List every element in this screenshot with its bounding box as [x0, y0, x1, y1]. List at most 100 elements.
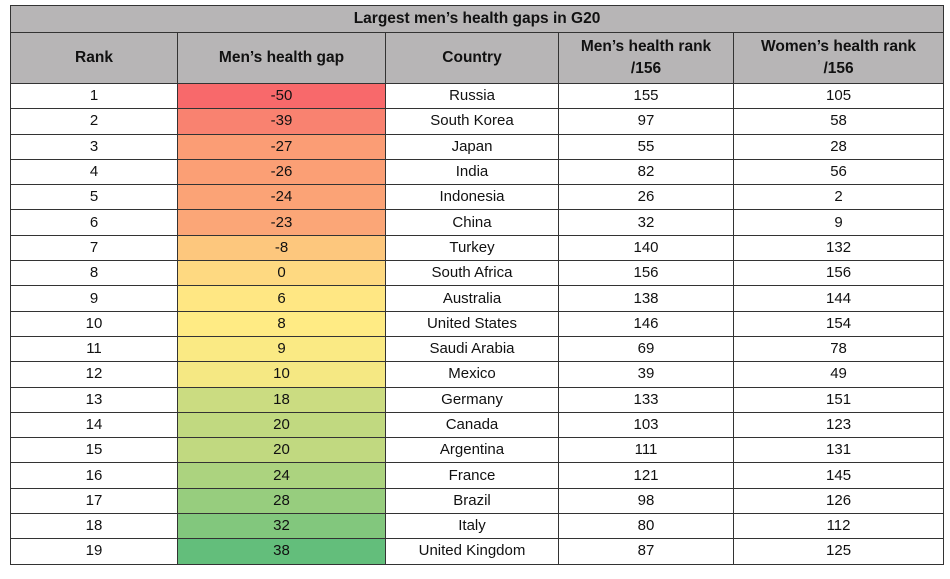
cell-rank: 12 — [10, 361, 178, 388]
cell-women-rank: 123 — [732, 411, 945, 439]
cell-country: Saudi Arabia — [385, 335, 559, 363]
table-row: 13 18 Germany 133 151 — [10, 386, 945, 413]
cell-women-rank: 126 — [732, 487, 945, 515]
cell-women-rank: 49 — [732, 361, 945, 388]
cell-men-rank: 146 — [558, 310, 734, 337]
cell-country: Mexico — [385, 361, 559, 388]
cell-men-rank: 140 — [558, 234, 734, 262]
cell-country: South Korea — [385, 108, 559, 135]
cell-rank: 17 — [10, 487, 178, 515]
cell-men-rank: 69 — [558, 335, 734, 363]
header-gap: Men’s health gap — [177, 32, 386, 84]
cell-country: South Africa — [385, 260, 559, 287]
cell-men-rank: 103 — [558, 411, 734, 439]
cell-men-rank: 82 — [558, 158, 734, 186]
cell-men-rank: 80 — [558, 513, 734, 540]
cell-men-rank: 133 — [558, 386, 734, 413]
table-row: 9 6 Australia 138 144 — [10, 285, 945, 312]
cell-women-rank: 144 — [732, 285, 945, 312]
cell-gap: 20 — [177, 437, 386, 464]
table-row: 6 -23 China 32 9 — [10, 209, 945, 236]
header-women-rank: Women’s health rank /156 — [761, 38, 917, 77]
cell-women-rank: 58 — [732, 108, 945, 135]
cell-women-rank: 105 — [732, 82, 945, 110]
table-row: 18 32 Italy 80 112 — [10, 513, 945, 540]
cell-women-rank: 2 — [732, 184, 945, 211]
cell-country: Germany — [385, 386, 559, 413]
cell-rank: 5 — [10, 184, 178, 211]
cell-country: India — [385, 158, 559, 186]
header-country: Country — [385, 32, 559, 84]
table-row: 16 24 France 121 145 — [10, 462, 945, 489]
cell-men-rank: 26 — [558, 184, 734, 211]
table-row: 12 10 Mexico 39 49 — [10, 361, 945, 388]
cell-men-rank: 155 — [558, 82, 734, 110]
cell-gap: 6 — [177, 285, 386, 312]
health-gap-table: Largest men’s health gaps in G20 Rank Me… — [9, 5, 945, 565]
table-row: 2 -39 South Korea 97 58 — [10, 108, 945, 135]
cell-men-rank: 39 — [558, 361, 734, 388]
cell-rank: 10 — [10, 310, 178, 337]
cell-men-rank: 121 — [558, 462, 734, 489]
cell-country: Italy — [385, 513, 559, 540]
table-body: 1 -50 Russia 155 105 2 -39 South Korea 97 58 3 -27 J… — [10, 82, 945, 565]
table-row: 17 28 Brazil 98 126 — [10, 487, 945, 515]
cell-gap: 38 — [177, 538, 386, 565]
cell-rank: 15 — [10, 437, 178, 464]
cell-country: France — [385, 462, 559, 489]
cell-gap: 24 — [177, 462, 386, 489]
cell-gap: 32 — [177, 513, 386, 540]
cell-gap: -23 — [177, 209, 386, 236]
cell-gap: 28 — [177, 487, 386, 515]
cell-gap: 10 — [177, 361, 386, 388]
cell-rank: 14 — [10, 411, 178, 439]
cell-gap: -50 — [177, 82, 386, 110]
table-row: 5 -24 Indonesia 26 2 — [10, 184, 945, 211]
table-row: 4 -26 India 82 56 — [10, 158, 945, 186]
cell-women-rank: 28 — [732, 133, 945, 160]
cell-country: Russia — [385, 82, 559, 110]
cell-men-rank: 55 — [558, 133, 734, 160]
table-row: 3 -27 Japan 55 28 — [10, 133, 945, 160]
table-row: 19 38 United Kingdom 87 125 — [10, 538, 945, 565]
table-row: 1 -50 Russia 155 105 — [10, 82, 945, 110]
cell-rank: 11 — [10, 335, 178, 363]
cell-country: China — [385, 209, 559, 236]
cell-rank: 4 — [10, 158, 178, 186]
cell-men-rank: 138 — [558, 285, 734, 312]
cell-women-rank: 156 — [732, 260, 945, 287]
cell-rank: 3 — [10, 133, 178, 160]
cell-women-rank: 112 — [732, 513, 945, 540]
header-men-rank: Men’s health rank /156 — [580, 38, 712, 77]
cell-country: Japan — [385, 133, 559, 160]
header-rank: Rank — [10, 32, 178, 84]
cell-gap: 8 — [177, 310, 386, 337]
cell-women-rank: 145 — [732, 462, 945, 489]
cell-gap: -8 — [177, 234, 386, 262]
cell-men-rank: 97 — [558, 108, 734, 135]
cell-gap: -26 — [177, 158, 386, 186]
cell-country: United States — [385, 310, 559, 337]
cell-women-rank: 9 — [732, 209, 945, 236]
cell-gap: 18 — [177, 386, 386, 413]
table-row: 7 -8 Turkey 140 132 — [10, 234, 945, 262]
cell-women-rank: 131 — [732, 437, 945, 464]
cell-country: Australia — [385, 285, 559, 312]
cell-men-rank: 87 — [558, 538, 734, 565]
cell-gap: -39 — [177, 108, 386, 135]
cell-gap: -27 — [177, 133, 386, 160]
cell-rank: 16 — [10, 462, 178, 489]
cell-gap: 20 — [177, 411, 386, 439]
header-women-rank-cell: Women’s health rank /156 — [732, 32, 945, 84]
cell-rank: 19 — [10, 538, 178, 565]
cell-country: Canada — [385, 411, 559, 439]
cell-country: Argentina — [385, 437, 559, 464]
cell-rank: 1 — [10, 82, 178, 110]
cell-rank: 13 — [10, 386, 178, 413]
cell-rank: 18 — [10, 513, 178, 540]
cell-women-rank: 56 — [732, 158, 945, 186]
cell-men-rank: 111 — [558, 437, 734, 464]
cell-men-rank: 156 — [558, 260, 734, 287]
header-men-rank-cell: Men’s health rank /156 — [558, 32, 734, 84]
cell-men-rank: 98 — [558, 487, 734, 515]
